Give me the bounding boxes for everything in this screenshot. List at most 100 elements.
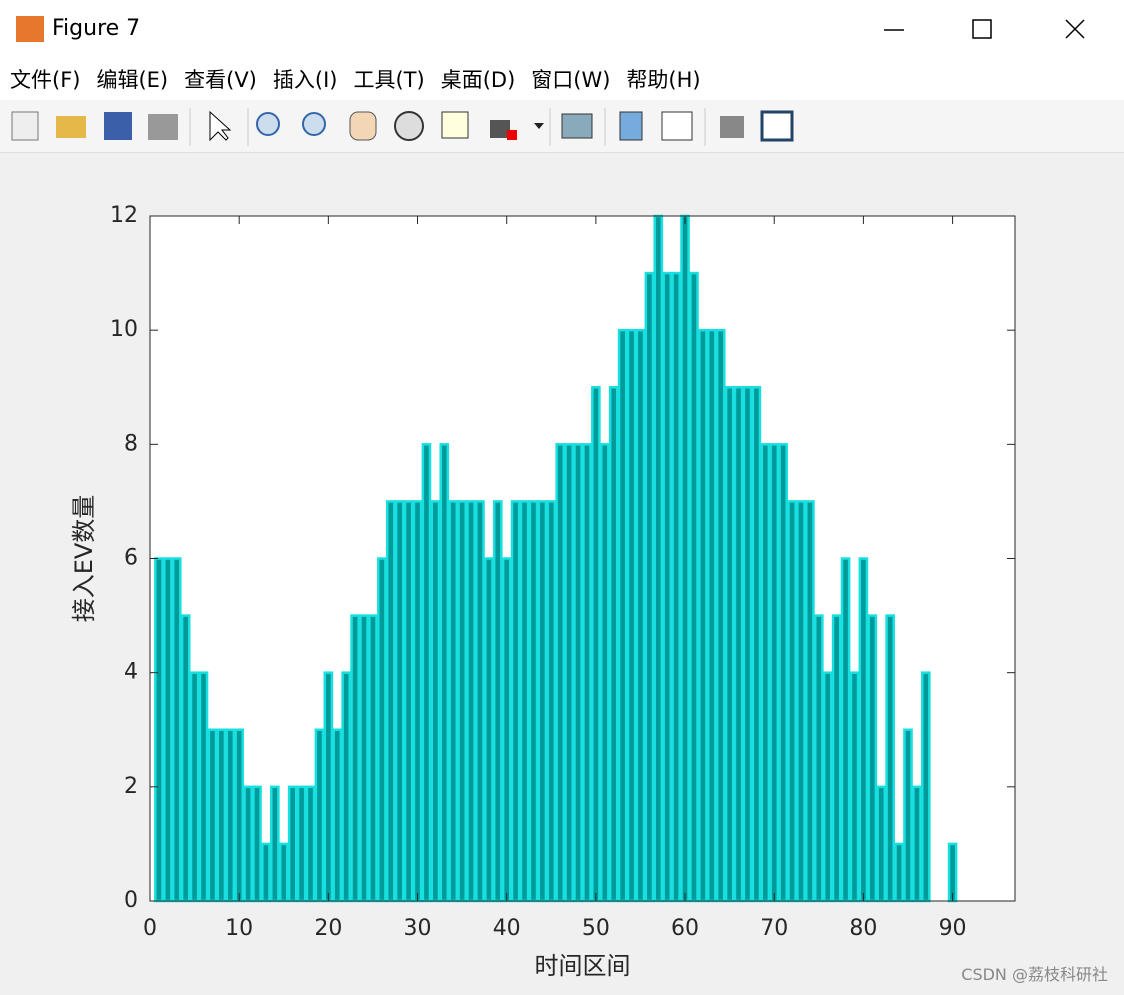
bar (787, 500, 797, 903)
menu-item[interactable]: 插入(I) (272, 68, 338, 92)
bar (528, 500, 539, 903)
bar (653, 214, 664, 903)
bar (439, 443, 450, 903)
bar (760, 443, 771, 903)
bar (421, 443, 432, 903)
bar (805, 500, 815, 903)
bar (394, 500, 405, 903)
bar (876, 785, 887, 903)
close[interactable] (1065, 19, 1085, 39)
x-tick-label: 30 (404, 916, 432, 941)
bar (430, 500, 441, 903)
bar (671, 271, 681, 903)
bar (608, 386, 619, 903)
bar (831, 614, 842, 903)
bar (849, 671, 860, 903)
bar (903, 728, 913, 903)
bar (644, 271, 655, 903)
menu-item[interactable]: 工具(T) (353, 68, 425, 92)
bar (332, 728, 343, 903)
app-icon (16, 16, 44, 42)
bar (270, 785, 280, 903)
bar (769, 443, 780, 903)
y-axis-label: 接入EV数量 (70, 495, 98, 623)
bar (368, 614, 378, 903)
bar (457, 500, 467, 903)
toolbar (0, 100, 1124, 153)
bar (813, 614, 824, 903)
tool-icons[interactable] (11, 110, 794, 142)
watermark: CSDN @荔枝科研社 (961, 965, 1108, 984)
bar (564, 443, 574, 903)
bar (582, 443, 592, 903)
toolbar-separators (189, 108, 706, 146)
y-tick-label: 0 (124, 888, 138, 913)
menu-item[interactable]: 查看(V) (184, 68, 257, 92)
menu-item[interactable]: 编辑(E) (96, 68, 169, 92)
bar (261, 842, 271, 903)
bar (154, 557, 164, 903)
bar (163, 557, 173, 903)
bar (822, 671, 833, 903)
bar (796, 500, 806, 903)
bar (305, 785, 316, 903)
menu-item[interactable]: 帮助(H) (626, 68, 701, 92)
bar (742, 386, 753, 903)
bar (216, 728, 227, 903)
bar (662, 271, 673, 903)
menu-item[interactable]: 窗口(W) (531, 68, 611, 92)
bar (475, 500, 485, 903)
bar (680, 214, 690, 903)
bar (698, 328, 708, 903)
maximize[interactable] (972, 19, 992, 39)
chart: 0 2 4 6 8 10 12 0 10 20 30 40 50 60 70 80 90 时间区间 接入EV数量 (70, 203, 1016, 980)
x-tick-label: 50 (582, 916, 610, 941)
bar (466, 500, 476, 903)
bar (510, 500, 521, 903)
x-tick-label: 70 (760, 916, 788, 941)
bar (448, 500, 459, 903)
bar (501, 557, 512, 903)
bar (635, 328, 646, 903)
bar (626, 328, 637, 903)
y-tick-label: 6 (124, 546, 138, 571)
menu-item[interactable]: 文件(F) (10, 68, 81, 92)
bar (537, 500, 548, 903)
bar (198, 671, 209, 903)
bar (323, 671, 334, 903)
bar (252, 785, 262, 903)
bar (180, 614, 191, 903)
bar (689, 271, 699, 903)
bar (412, 500, 423, 903)
x-tick-label: 40 (493, 916, 521, 941)
bar (377, 557, 387, 903)
bar (555, 443, 566, 903)
bar (171, 557, 182, 903)
x-tick-label: 90 (939, 916, 967, 941)
bar (484, 557, 494, 903)
bar (840, 557, 851, 903)
x-tick-label: 80 (849, 916, 877, 941)
bar (724, 386, 735, 903)
bar (885, 614, 895, 903)
x-axis-label: 时间区间 (535, 952, 631, 980)
bar (921, 671, 931, 903)
y-tick-label: 8 (124, 431, 138, 456)
x-tick-label: 20 (314, 916, 342, 941)
bar (519, 500, 530, 903)
bar (189, 671, 200, 903)
bar (359, 614, 369, 903)
window-title: Figure 7 (52, 16, 141, 41)
bar (225, 728, 236, 903)
menu-item[interactable]: 桌面(D) (440, 68, 516, 92)
y-tick-label: 2 (124, 774, 138, 799)
title-bar: Figure 7 (0, 0, 1124, 58)
title-icons (16, 16, 1085, 42)
bar (234, 728, 244, 903)
bar (867, 614, 878, 903)
y-tick-label: 10 (110, 317, 138, 342)
bar (207, 728, 218, 903)
bar (706, 328, 717, 903)
bar (912, 785, 922, 903)
